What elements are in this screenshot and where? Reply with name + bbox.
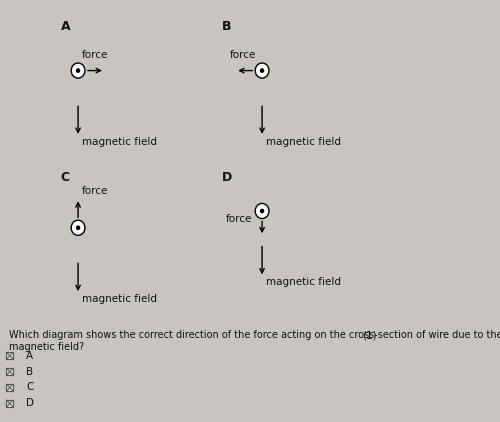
Text: magnetic field: magnetic field	[266, 137, 341, 147]
Circle shape	[260, 69, 264, 72]
Text: force: force	[82, 187, 108, 196]
Bar	[6, 400, 14, 407]
Text: A: A	[61, 20, 70, 33]
Text: B: B	[222, 20, 232, 33]
Text: Which diagram shows the correct direction of the force acting on the cross-secti: Which diagram shows the correct directio…	[9, 330, 500, 352]
Circle shape	[260, 209, 264, 213]
Text: D: D	[26, 398, 34, 408]
Text: C: C	[61, 171, 70, 184]
Text: A: A	[26, 351, 34, 361]
Text: force: force	[82, 50, 108, 60]
Circle shape	[255, 63, 269, 78]
Text: C: C	[26, 382, 34, 392]
Bar	[6, 384, 14, 391]
Text: magnetic field: magnetic field	[82, 137, 157, 147]
Bar	[6, 352, 14, 360]
Text: D: D	[222, 171, 232, 184]
Text: magnetic field: magnetic field	[82, 294, 157, 304]
Circle shape	[76, 69, 80, 72]
Circle shape	[255, 203, 269, 219]
Text: force: force	[230, 50, 256, 60]
Circle shape	[71, 63, 85, 78]
Text: magnetic field: magnetic field	[266, 277, 341, 287]
Bar	[6, 368, 14, 375]
Circle shape	[76, 226, 80, 230]
Text: force: force	[226, 214, 252, 224]
Text: B: B	[26, 367, 34, 376]
Text: (1): (1)	[362, 330, 377, 341]
Circle shape	[71, 220, 85, 235]
